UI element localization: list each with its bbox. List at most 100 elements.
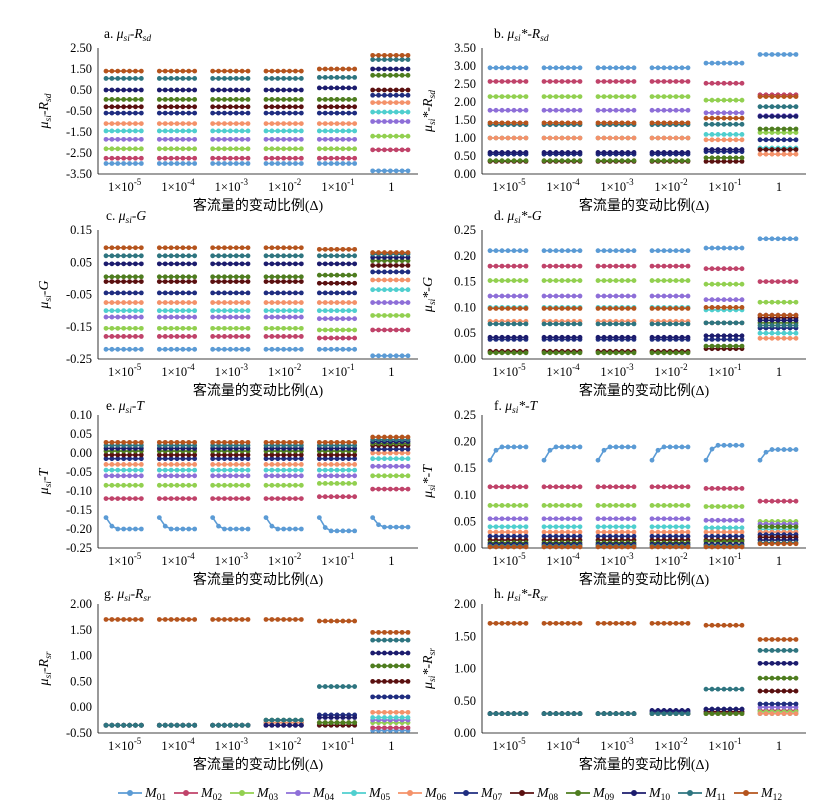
data-point <box>133 274 138 280</box>
data-point <box>352 439 358 445</box>
data-point <box>787 114 793 119</box>
data-point <box>275 526 281 532</box>
data-point <box>523 620 529 626</box>
data-point <box>727 281 733 287</box>
data-point <box>607 120 613 126</box>
data-point <box>667 306 673 311</box>
series-M02 <box>103 486 411 501</box>
data-point <box>103 261 109 267</box>
x-tick-label: 1 <box>776 180 782 194</box>
data-point <box>715 60 721 66</box>
data-point <box>559 516 565 522</box>
data-point <box>233 155 239 161</box>
data-point <box>721 622 727 628</box>
y-tick-label: -0.15 <box>66 320 92 334</box>
data-point <box>322 85 328 91</box>
data-point <box>180 76 186 81</box>
data-point <box>511 293 517 299</box>
data-point <box>162 104 168 110</box>
data-point <box>109 456 115 462</box>
data-point <box>138 68 144 74</box>
data-point <box>352 715 358 720</box>
data-point <box>511 150 517 155</box>
data-point <box>727 266 733 272</box>
data-point <box>763 524 769 530</box>
data-point <box>541 278 547 283</box>
data-point <box>245 110 251 116</box>
data-point <box>263 121 269 126</box>
data-point <box>352 720 358 726</box>
series-M11 <box>487 104 799 128</box>
data-point <box>103 722 109 728</box>
data-point <box>721 159 727 164</box>
data-point <box>162 279 168 284</box>
data-point <box>340 456 346 462</box>
data-point <box>298 279 304 284</box>
data-point <box>233 261 239 267</box>
data-point <box>340 316 346 322</box>
data-point <box>370 456 376 462</box>
legend-item-M03: M03 <box>230 786 278 803</box>
x-axis-label: 客流量的变动比例(Δ) <box>579 197 710 214</box>
data-point <box>517 150 523 155</box>
data-point <box>138 261 144 267</box>
data-point <box>709 686 715 692</box>
data-point <box>793 236 799 242</box>
data-point <box>263 146 269 152</box>
data-point <box>553 711 559 717</box>
data-point <box>493 516 499 522</box>
data-point <box>595 516 601 522</box>
data-point <box>571 263 577 269</box>
data-point <box>523 350 529 356</box>
data-point <box>387 663 393 669</box>
data-point <box>115 245 121 251</box>
data-point <box>399 133 405 139</box>
data-point <box>328 439 334 445</box>
data-point <box>334 528 340 534</box>
data-point <box>565 263 571 269</box>
data-point <box>222 136 227 142</box>
data-point <box>103 121 109 126</box>
data-point <box>499 293 505 299</box>
data-point <box>757 147 763 152</box>
data-point <box>565 529 571 535</box>
y-axis-label: μsi*-Rsr <box>421 648 438 690</box>
data-point <box>571 321 577 327</box>
data-point <box>763 104 769 110</box>
data-point <box>275 155 281 161</box>
data-point <box>156 456 162 462</box>
data-point <box>679 293 685 299</box>
data-point <box>222 146 227 152</box>
data-point <box>103 161 109 166</box>
data-point <box>517 306 523 311</box>
data-point <box>287 473 292 479</box>
data-point <box>787 701 793 707</box>
data-point <box>787 126 793 132</box>
data-point <box>649 503 655 508</box>
data-point <box>595 158 601 164</box>
data-point <box>216 325 221 331</box>
data-point <box>121 526 127 532</box>
series-M10 <box>103 66 411 93</box>
data-point <box>233 146 239 152</box>
data-point <box>661 306 667 311</box>
data-point <box>233 496 239 501</box>
data-point <box>673 248 679 254</box>
data-point <box>595 484 601 490</box>
data-point <box>376 92 381 98</box>
data-point <box>168 68 174 74</box>
data-point <box>559 711 565 717</box>
data-point <box>595 248 601 254</box>
x-tick-label: 1×10-5 <box>108 736 142 753</box>
data-point <box>109 274 115 280</box>
data-point <box>121 97 127 102</box>
data-point <box>121 253 127 259</box>
data-point <box>316 272 322 278</box>
data-point <box>631 107 637 113</box>
data-point <box>233 308 239 314</box>
x-tick-label: 1×10-4 <box>546 177 580 194</box>
data-point <box>340 272 346 278</box>
data-point <box>667 135 673 141</box>
data-point <box>607 533 613 539</box>
data-point <box>162 722 168 728</box>
